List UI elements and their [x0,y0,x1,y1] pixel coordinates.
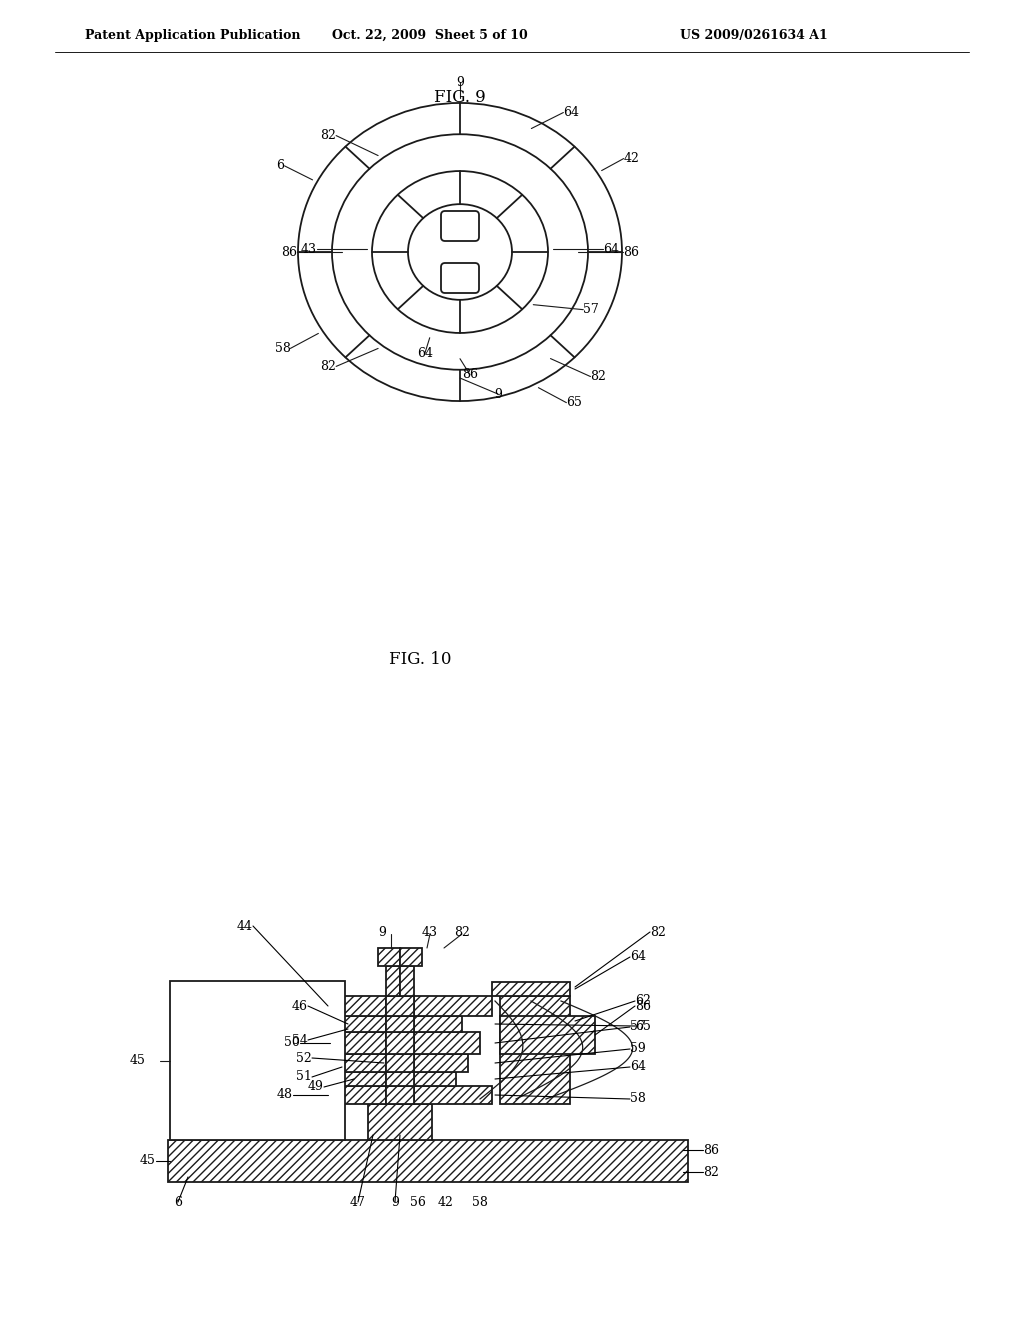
Bar [400,948,422,966]
Text: 65: 65 [566,396,583,409]
Bar [414,1072,456,1086]
Bar [368,1104,432,1140]
Text: 43: 43 [422,925,438,939]
Text: 82: 82 [591,370,606,383]
Bar [414,1032,480,1053]
Text: 82: 82 [321,360,336,374]
Text: 65: 65 [635,1019,651,1032]
Bar [386,966,400,997]
Text: 82: 82 [703,1166,719,1179]
Bar [319,1032,386,1053]
Bar [386,997,414,1016]
Text: 9: 9 [391,1196,399,1209]
Text: 57: 57 [584,304,599,317]
Bar [400,966,414,997]
Bar [386,1032,414,1053]
Bar [500,997,570,1104]
Bar [414,1016,462,1032]
Bar [170,981,345,1140]
Text: 42: 42 [438,1196,454,1209]
Text: 56: 56 [410,1196,426,1209]
Text: 54: 54 [292,1034,308,1047]
Bar [338,1016,386,1032]
Text: 86: 86 [635,999,651,1012]
Text: 64: 64 [417,347,433,360]
Text: 86: 86 [623,246,639,259]
Bar [332,1053,386,1072]
Bar [414,1053,468,1072]
Text: 47: 47 [350,1196,366,1209]
Text: 82: 82 [321,129,336,143]
Text: Patent Application Publication: Patent Application Publication [85,29,300,41]
Bar [500,1016,595,1053]
Text: 9: 9 [456,75,464,88]
Bar [386,1072,414,1086]
Text: 9: 9 [378,925,386,939]
Bar [168,1140,688,1181]
Text: 58: 58 [274,342,291,355]
Text: 86: 86 [703,1143,719,1156]
Text: 45: 45 [129,1055,145,1068]
Bar [344,1072,386,1086]
Bar [414,997,492,1016]
Text: US 2009/0261634 A1: US 2009/0261634 A1 [680,29,827,41]
Text: 57: 57 [630,1020,646,1034]
Text: Oct. 22, 2009  Sheet 5 of 10: Oct. 22, 2009 Sheet 5 of 10 [332,29,528,41]
Bar [414,1086,492,1104]
Text: 86: 86 [281,246,297,259]
Text: 6: 6 [174,1196,182,1209]
Text: 59: 59 [630,1043,646,1056]
Text: 64: 64 [563,106,580,119]
Text: 86: 86 [462,368,478,381]
Text: 6: 6 [276,160,285,173]
Text: 42: 42 [624,152,640,165]
Text: 43: 43 [301,243,317,256]
Text: 49: 49 [308,1081,324,1093]
Bar [492,982,570,997]
Text: 45: 45 [140,1155,156,1167]
Text: 50: 50 [284,1036,300,1049]
Bar [386,1086,414,1104]
Bar [308,1086,386,1104]
Bar [386,1053,414,1072]
Text: 44: 44 [237,920,253,932]
Text: 64: 64 [630,950,646,964]
Bar [378,948,400,966]
Text: 58: 58 [472,1196,488,1209]
Text: 64: 64 [630,1060,646,1073]
Text: 62: 62 [635,994,651,1007]
Text: 58: 58 [630,1093,646,1106]
Text: 64: 64 [603,243,618,256]
Bar [308,997,386,1016]
Text: 82: 82 [650,925,666,939]
Text: 51: 51 [296,1071,312,1084]
Text: 46: 46 [292,999,308,1012]
Text: 9: 9 [494,388,502,400]
Text: 82: 82 [454,925,470,939]
Text: FIG. 10: FIG. 10 [389,652,452,668]
Text: 52: 52 [296,1052,312,1064]
Text: FIG. 9: FIG. 9 [434,90,485,107]
Bar [386,1016,414,1032]
Text: 48: 48 [278,1089,293,1101]
